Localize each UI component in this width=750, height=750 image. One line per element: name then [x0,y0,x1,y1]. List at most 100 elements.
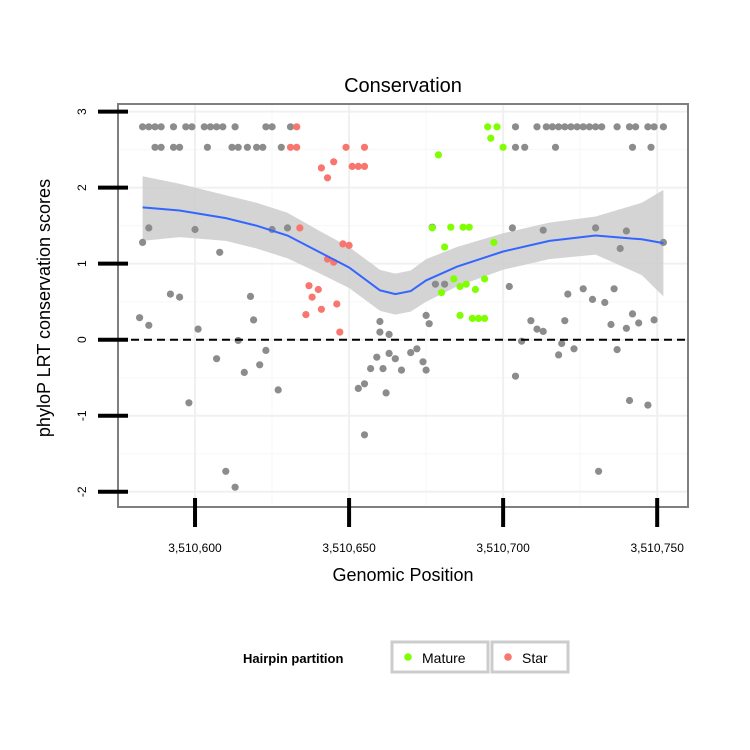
smooth-trend-line [142,206,664,296]
x-tick-label: 3,510,600 [168,541,222,555]
point-other [139,238,147,246]
point-star [339,240,347,248]
point-other [360,380,369,388]
point-other [259,143,267,151]
x-tick-label: 3,510,700 [476,541,530,555]
point-other [194,325,202,333]
point-mature [487,134,495,142]
point-other [203,143,211,151]
point-other [511,372,520,380]
legend-star-dot [504,653,512,661]
point-other [511,123,520,131]
point-mature [484,123,492,131]
point-other [607,320,615,329]
point-other [176,293,184,301]
point-other [191,225,199,234]
point-star [293,123,301,131]
point-other [650,316,658,324]
point-other [533,123,541,131]
point-other [613,123,621,131]
point-other [354,384,362,392]
legend-title: Hairpin partition [243,651,343,666]
point-other [518,337,526,345]
point-other [595,467,603,475]
point-other [644,401,652,409]
point-other [579,285,587,293]
point-other [382,389,390,397]
point-other [151,123,159,131]
point-star [308,293,316,301]
chart-title: Conservation [344,75,462,97]
point-other [622,227,631,235]
point-star [317,305,325,313]
y-tick-label: 3 [75,108,89,115]
point-star [323,174,332,182]
point-mature [456,311,464,319]
point-mature [493,123,501,131]
point-star [317,164,325,172]
point-other [157,143,165,151]
point-other [579,123,587,131]
point-other [256,361,264,369]
x-axis-title: Genomic Position [332,565,473,585]
point-other [283,224,292,232]
y-axis: 3 2 1 0 -1 -2 [75,108,128,497]
point-other [243,143,251,151]
point-star [293,143,301,151]
point-other [598,123,606,131]
point-other [151,143,159,151]
point-other [231,483,239,491]
point-other [548,123,557,131]
legend-mature-dot [404,653,412,661]
point-other [274,386,282,394]
confidence-band [142,176,664,315]
point-mature [471,285,479,294]
point-other [425,320,433,328]
point-other [231,123,239,131]
point-other [585,123,594,131]
point-other [551,143,560,151]
point-other [145,123,153,131]
point-other [628,143,637,151]
point-other [373,353,381,361]
point-other [136,314,144,322]
point-other [422,366,430,374]
point-other [206,123,214,131]
point-star [305,282,313,290]
point-other [413,345,421,353]
point-other [561,317,569,325]
point-other [505,282,513,291]
point-mature [428,224,436,232]
point-mature [434,151,442,159]
point-other [262,346,270,354]
x-tick-label: 3,510,750 [631,541,685,555]
point-other [376,328,384,336]
y-tick-label: 1 [75,260,89,267]
point-other [542,123,550,131]
point-other [253,143,261,151]
point-other [441,280,449,288]
point-star [286,143,295,151]
x-axis: 3,510,600 3,510,650 3,510,700 3,510,750 [168,498,684,555]
point-star [360,162,369,170]
point-other [200,123,208,131]
point-other [555,351,563,359]
point-other [376,317,384,326]
series-mature [428,123,507,322]
point-mature [437,289,446,297]
point-other [385,330,393,338]
point-other [555,123,563,131]
point-other [228,143,236,151]
point-star [333,300,341,308]
point-other [139,123,147,131]
point-other [213,355,221,363]
series-other [136,123,668,491]
point-other [166,290,174,298]
point-other [277,143,285,151]
point-mature [490,238,498,246]
point-other [588,295,597,303]
point-other [644,123,652,131]
plot-panel [117,103,689,508]
point-other [659,123,668,131]
point-other [240,368,248,376]
